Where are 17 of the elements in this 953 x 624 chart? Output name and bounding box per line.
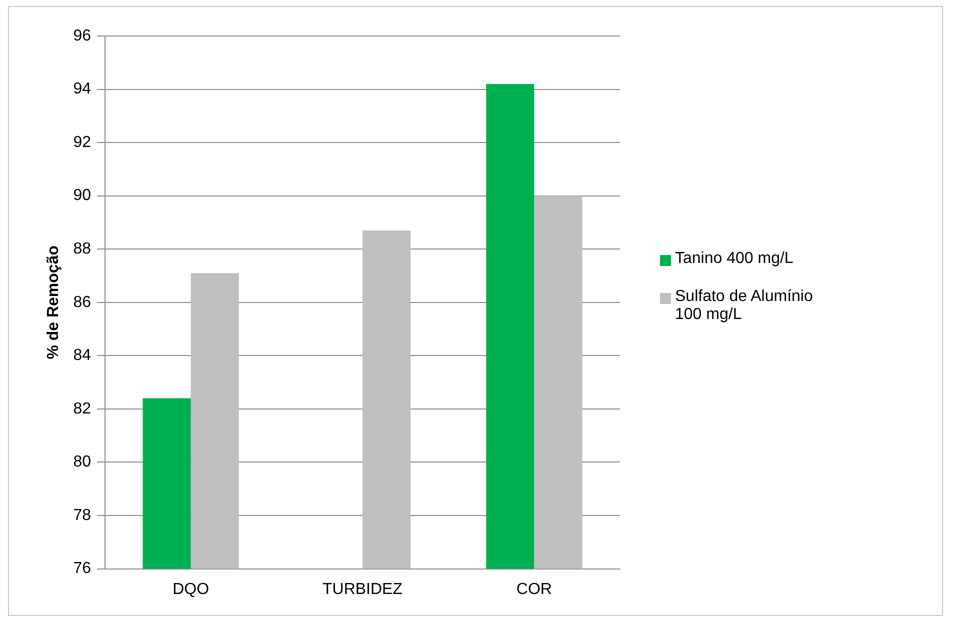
- y-tick-label: 80: [73, 454, 92, 471]
- y-tick-label: 96: [73, 27, 92, 44]
- x-tick-label: TURBIDEZ: [322, 580, 403, 598]
- legend-label: Tanino 400 mg/L: [675, 250, 794, 268]
- y-tick-label: 82: [73, 400, 92, 418]
- y-tick-label: 78: [73, 506, 92, 524]
- y-tick-label: 84: [73, 347, 92, 364]
- y-tick-label: 86: [73, 294, 92, 311]
- y-tick-label: 94: [73, 80, 92, 98]
- y-tick-label: 90: [73, 187, 92, 204]
- legend-label: Sulfato de Alumínio 100 mg/L: [675, 288, 814, 324]
- x-tick-label: DQO: [172, 580, 210, 598]
- y-tick-label: 92: [73, 134, 92, 151]
- x-tick-label: COR: [516, 580, 552, 598]
- y-axis-title: % de Remoção: [45, 245, 62, 360]
- y-tick-label: 88: [73, 240, 92, 258]
- y-tick-label: 76: [73, 560, 92, 578]
